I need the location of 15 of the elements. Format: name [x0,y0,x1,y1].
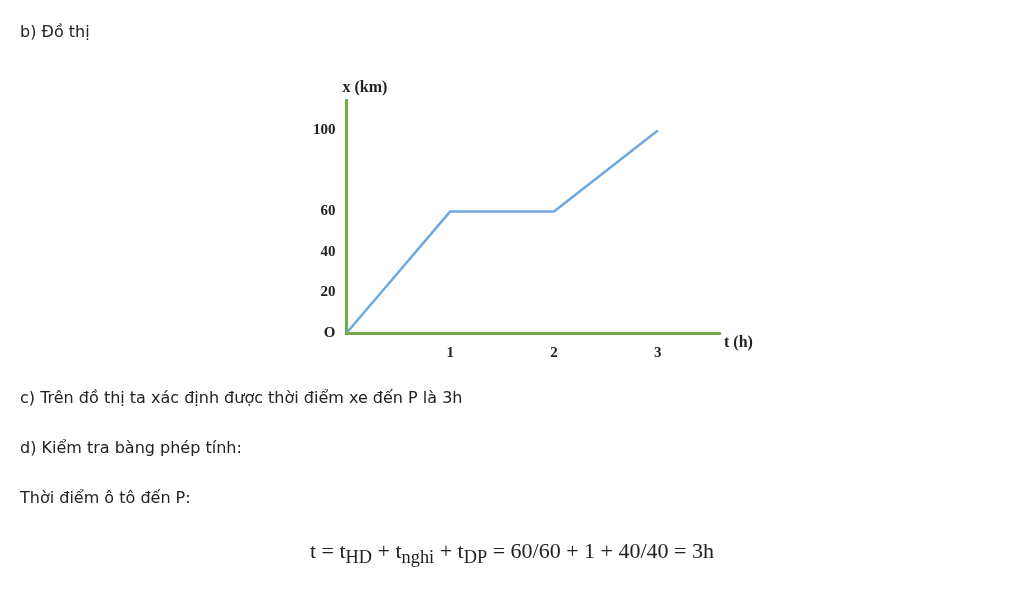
y-tick-label: 40 [320,242,336,259]
y-tick-label: O [323,323,336,340]
y-tick-label: 60 [320,202,336,219]
y-axis-title: x (km) [342,78,388,97]
text: c) Trên đồ thị ta xác định được thời điểm xe đến P là 3h [20,388,463,407]
x-tick-label: 3 [654,343,662,360]
text: d) Kiểm tra bàng phép tính: [20,438,242,457]
x-tick-label: 1 [446,343,454,360]
text: b) Đồ thị [20,22,90,41]
x-tick-label: 2 [550,343,558,360]
x-axis-title: t (h) [724,333,753,352]
text: t = t$_{HD}$ + t$_{nghi}$ + t$_{DP}$ = 60/60 + 1 + 40/40 = 3h [308,538,716,569]
y-tick-label: 20 [320,283,336,300]
y-tick-label: 100 [313,121,336,138]
text: Thời điểm ô tô đến P: [20,488,191,507]
